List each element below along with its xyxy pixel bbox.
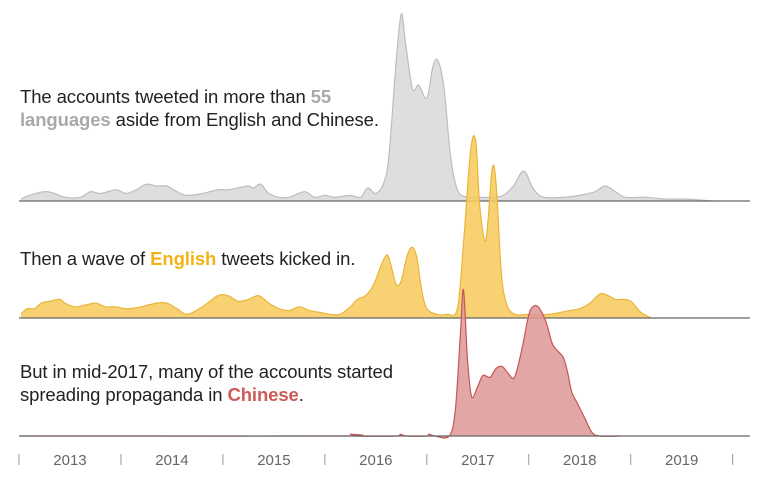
chinese-area-outline xyxy=(21,289,621,439)
other-languages-area-outline xyxy=(20,13,713,202)
english-ridge xyxy=(19,135,750,319)
annotation-text: tweets kicked in. xyxy=(216,248,356,269)
x-axis: 2013 2014 2015 2016 2017 2018 2019 xyxy=(18,452,734,469)
x-tick-label: 2018 xyxy=(563,452,596,469)
annotation-other-languages: The accounts tweeted in more than 55 lan… xyxy=(20,85,400,131)
highlight-chinese: Chinese xyxy=(227,384,299,405)
x-tick-label: 2019 xyxy=(665,452,698,469)
chinese-ridge xyxy=(19,289,750,439)
other-languages-ridge xyxy=(19,13,750,202)
english-area-outline xyxy=(20,135,652,319)
annotation-text: The accounts tweeted in more than xyxy=(20,86,311,107)
annotation-text: But in mid-2017, many of the accounts st… xyxy=(20,361,393,405)
annotation-text: aside from English and Chinese. xyxy=(110,109,379,130)
x-tick-label: 2017 xyxy=(461,452,494,469)
highlight-other-languages: 55 languages xyxy=(20,86,332,130)
annotation-text: Then a wave of xyxy=(20,248,151,269)
x-tick-label: 2015 xyxy=(257,452,290,469)
annotation-chinese: But in mid-2017, many of the accounts st… xyxy=(20,360,420,406)
x-tick-label: 2014 xyxy=(155,452,188,469)
annotation-english: Then a wave of English tweets kicked in. xyxy=(20,247,420,270)
x-tick-label: 2016 xyxy=(359,452,392,469)
english-area xyxy=(21,135,652,318)
annotation-text: . xyxy=(298,384,304,405)
chinese-area xyxy=(21,289,621,439)
x-tick-label: 2013 xyxy=(53,452,86,469)
highlight-english: English xyxy=(150,248,217,269)
